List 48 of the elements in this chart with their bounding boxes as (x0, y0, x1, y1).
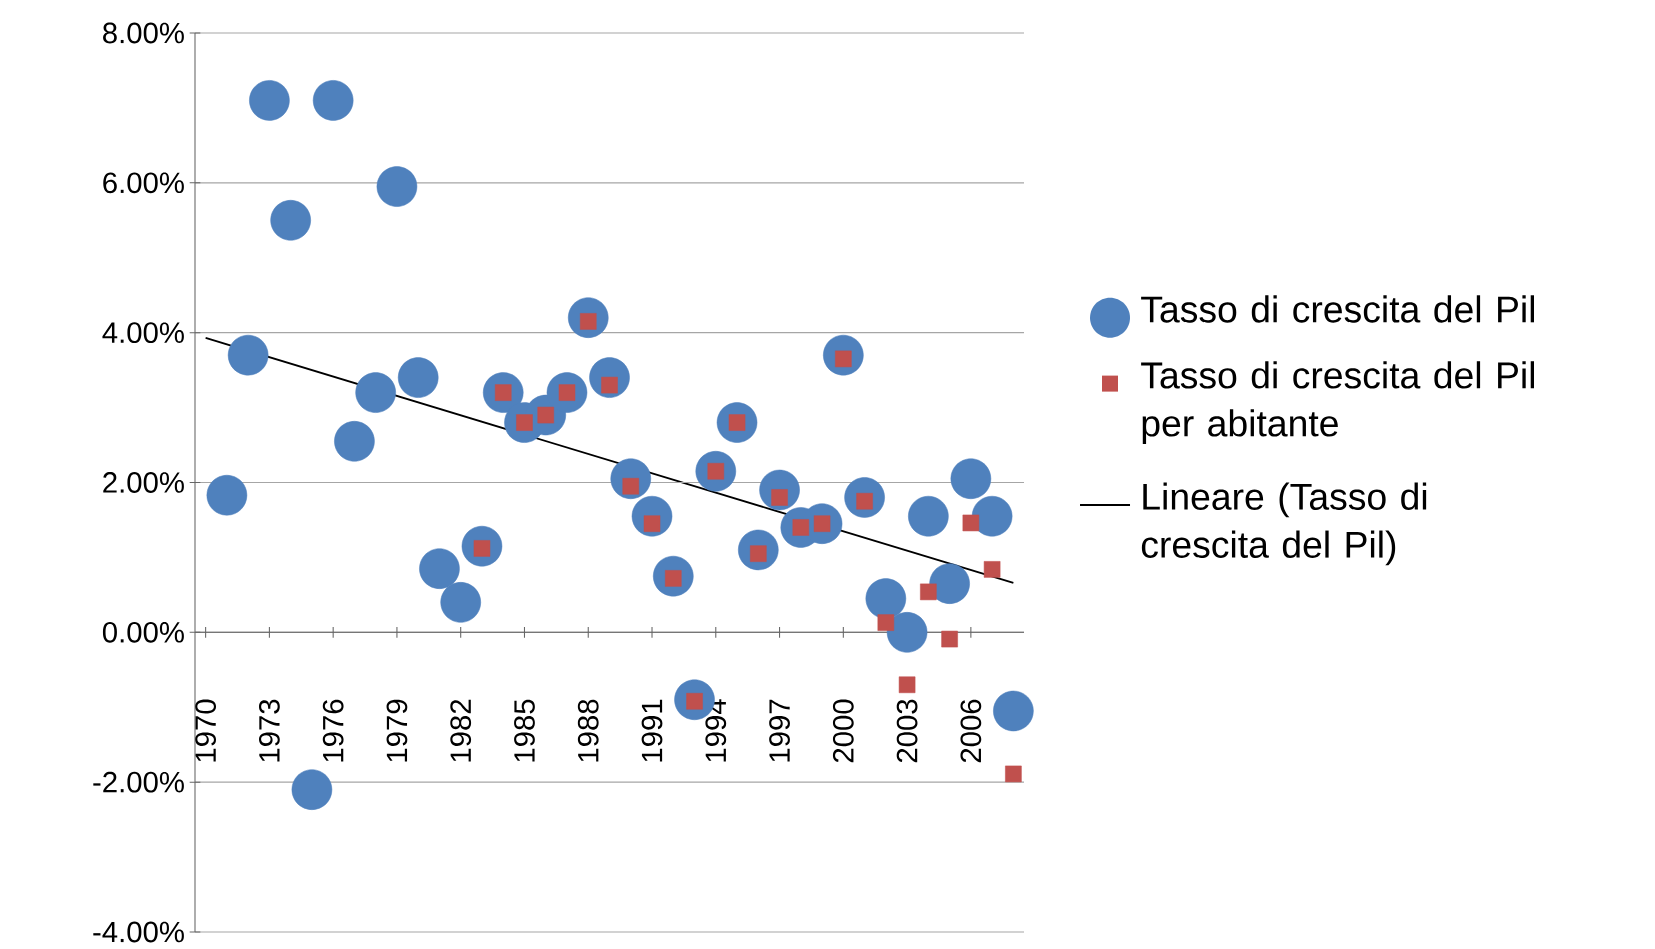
point (312, 80, 354, 121)
point (908, 495, 949, 537)
x-tick-label: 2003 (896, 699, 918, 763)
point (962, 514, 980, 532)
point (993, 690, 1034, 732)
point (983, 561, 1001, 578)
legend-label: Tasso di crescita del Pil per abitante (1141, 361, 1535, 444)
point (419, 548, 460, 589)
point (886, 612, 928, 653)
y-tick-label: 2.00% (103, 472, 184, 493)
point (270, 200, 311, 241)
y-tick-label: -4.00% (93, 921, 184, 943)
x-tick-label: 1988 (577, 699, 599, 762)
x-tick-label: 1982 (450, 699, 472, 762)
x-tick-label: 1997 (769, 699, 790, 762)
point (397, 357, 439, 398)
point (227, 334, 269, 376)
legend-label: Tasso di crescita del Pil (1141, 295, 1535, 323)
point (865, 578, 907, 619)
y-tick-label: 4.00% (102, 322, 184, 344)
point (971, 495, 1013, 537)
point (929, 563, 970, 604)
point (950, 458, 992, 500)
x-tick-label: 1991 (641, 699, 663, 762)
point (898, 676, 916, 694)
x-tick-label: 2000 (832, 699, 854, 763)
point (355, 372, 396, 413)
point (291, 769, 333, 810)
x-tick-label: 1970 (195, 699, 217, 762)
point (941, 630, 958, 648)
y-tick-label: 0.00% (102, 621, 184, 643)
y-tick-label: 6.00% (103, 172, 184, 194)
x-tick-label: 2006 (960, 699, 982, 763)
x-tick-label: 1985 (514, 699, 535, 762)
y-tick-label: -2.00% (93, 771, 184, 793)
point (206, 474, 248, 516)
point (877, 614, 895, 631)
y-tick-label: 8.00% (103, 22, 184, 44)
x-tick-label: 1973 (259, 699, 280, 762)
point (440, 582, 481, 623)
legend-label: Lineare (Tasso di crescita del Pil) (1141, 482, 1427, 566)
point (376, 166, 418, 207)
point (920, 583, 937, 601)
point (334, 421, 375, 462)
x-tick-label: 1976 (322, 699, 344, 762)
x-tick-label: 1979 (386, 699, 408, 762)
point (1005, 765, 1022, 783)
point (249, 80, 290, 121)
